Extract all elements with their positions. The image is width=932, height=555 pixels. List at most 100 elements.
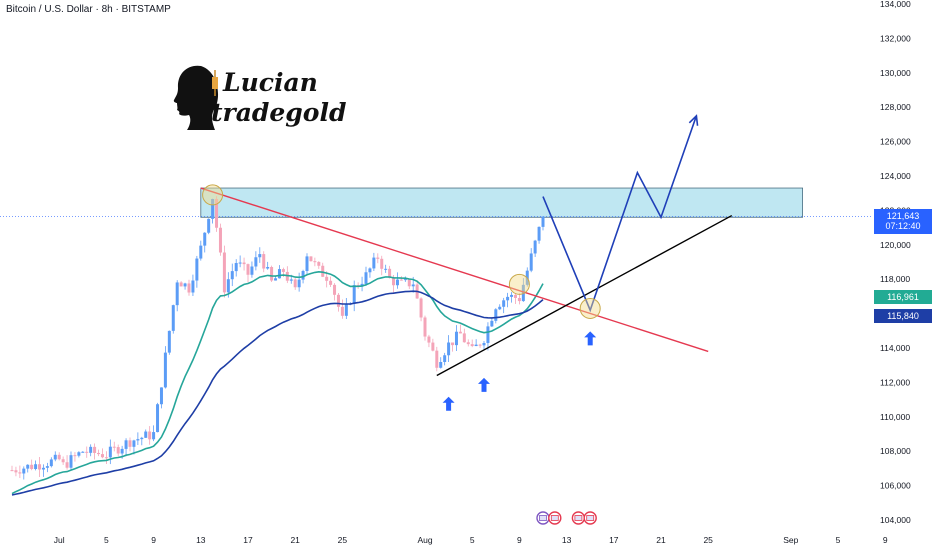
candle <box>537 226 541 241</box>
candle <box>478 344 482 346</box>
candle <box>171 305 175 331</box>
time-axis-label: 25 <box>338 535 348 545</box>
price-axis-label: 118,000 <box>880 274 910 284</box>
candle <box>195 258 199 281</box>
logo-text-brand: tradegold <box>211 98 347 127</box>
candle <box>521 284 525 302</box>
ma-slow-line <box>11 290 544 496</box>
candle <box>97 452 101 455</box>
candle <box>411 284 415 287</box>
candle <box>431 342 435 351</box>
time-axis-label: 5 <box>836 535 841 545</box>
candle <box>454 331 458 346</box>
up-arrow-icon <box>478 377 490 392</box>
candle <box>156 404 160 433</box>
candle <box>529 253 533 271</box>
candle <box>108 446 112 458</box>
candle <box>427 336 431 343</box>
candle <box>360 283 364 287</box>
candle <box>533 240 537 254</box>
candle <box>502 300 506 307</box>
candle <box>124 440 128 449</box>
candle <box>262 254 266 269</box>
candle <box>250 266 254 275</box>
time-axis-label: 5 <box>470 535 475 545</box>
candle <box>486 326 490 344</box>
time-axis-label: 21 <box>290 535 300 545</box>
candle <box>226 279 230 293</box>
candle <box>234 263 238 272</box>
event-flag-icon[interactable] <box>583 511 597 525</box>
candle <box>18 472 22 474</box>
projection-path[interactable] <box>542 115 698 313</box>
time-axis-label: Aug <box>417 535 432 545</box>
candle <box>81 451 85 453</box>
candle <box>305 256 309 272</box>
logo-text-name: Lucian <box>223 68 318 97</box>
candle <box>368 268 372 273</box>
candle <box>112 446 116 448</box>
candle <box>136 439 140 441</box>
candle <box>419 298 423 318</box>
candle <box>376 257 380 259</box>
price-axis-label: 134,000 <box>880 0 911 9</box>
candle <box>242 262 246 265</box>
candle <box>498 306 502 310</box>
candle <box>167 330 171 353</box>
candle <box>230 271 234 280</box>
candle <box>89 446 93 453</box>
candle <box>352 285 356 304</box>
ma-fast-line <box>11 270 544 495</box>
candle <box>407 279 411 287</box>
candle <box>163 352 167 388</box>
candle <box>10 470 14 472</box>
candle <box>246 264 250 275</box>
time-axis-label: 17 <box>609 535 619 545</box>
candle <box>329 280 333 285</box>
candle <box>494 309 498 321</box>
candle <box>333 284 337 295</box>
price-axis-label: 132,000 <box>880 33 911 43</box>
current-price-tag: 121,643 07:12:40 <box>874 209 932 234</box>
resistance-trendline[interactable] <box>200 187 709 353</box>
highlight-circle <box>579 297 601 319</box>
candle <box>443 355 447 363</box>
bounce-arrow <box>584 331 597 346</box>
candle <box>179 282 183 287</box>
price-axis-label: 120,000 <box>880 240 911 250</box>
flag-icon <box>574 515 583 521</box>
candle <box>541 216 545 227</box>
logo: Lucian tradegold <box>153 36 346 158</box>
ma-fast-tag: 116,961 <box>874 290 932 304</box>
candle <box>364 272 368 284</box>
candle <box>144 431 148 438</box>
price-axis-label: 128,000 <box>880 102 911 112</box>
projection-arrowhead <box>688 114 699 126</box>
event-flag-icon[interactable] <box>536 511 550 525</box>
candle <box>65 462 69 468</box>
candle <box>277 269 281 279</box>
candle <box>344 304 348 316</box>
candle <box>175 282 179 306</box>
candle <box>258 254 262 258</box>
time-axis-label: 21 <box>656 535 666 545</box>
candle <box>238 262 242 264</box>
price-axis-label: 124,000 <box>880 171 911 181</box>
bar-countdown: 07:12:40 <box>885 221 921 231</box>
candle <box>254 257 258 267</box>
candle <box>380 258 384 269</box>
bounce-arrow <box>478 377 490 392</box>
candle <box>423 317 427 337</box>
candle <box>85 451 89 453</box>
candle <box>297 279 301 288</box>
candle <box>120 448 124 454</box>
head-silhouette-icon <box>173 65 219 130</box>
event-flag-icon[interactable] <box>548 511 562 525</box>
candle <box>140 437 144 440</box>
candle <box>340 306 344 316</box>
event-flag-icon[interactable] <box>571 511 586 525</box>
candle <box>293 279 297 288</box>
candle <box>218 227 222 253</box>
